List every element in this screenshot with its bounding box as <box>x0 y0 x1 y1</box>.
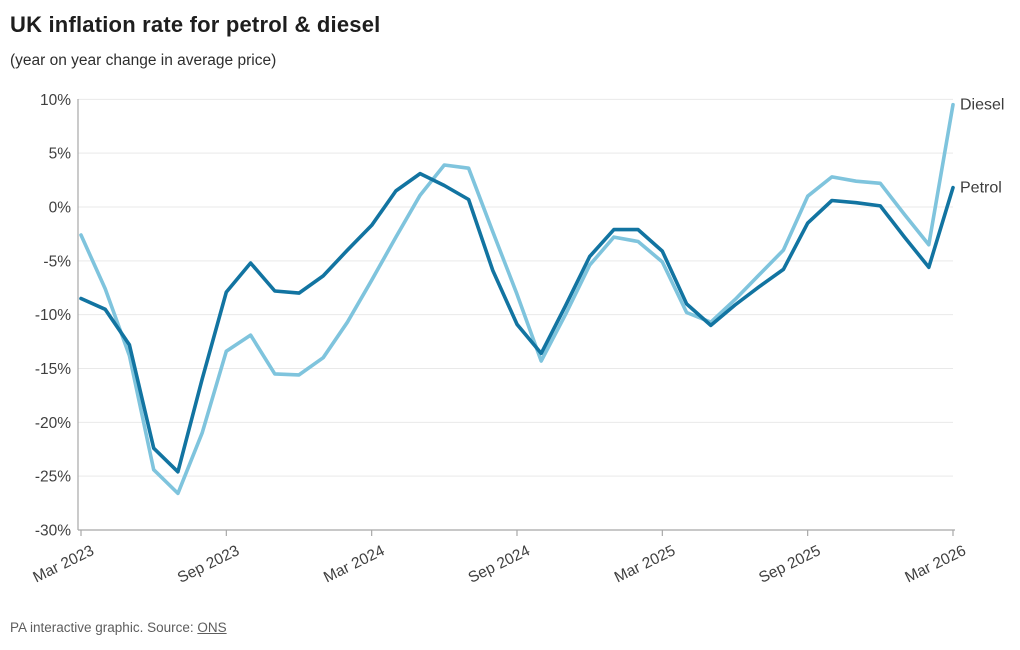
y-tick-label: 5% <box>49 146 72 163</box>
credit-text: PA interactive graphic. Source: <box>10 620 198 635</box>
x-tick-label: Mar 2025 <box>612 542 678 586</box>
y-tick-label: -10% <box>35 307 71 324</box>
y-tick-label: -5% <box>43 253 71 270</box>
x-tick-label: Sep 2025 <box>756 542 823 586</box>
x-tick-label: Sep 2024 <box>466 542 533 587</box>
y-tick-label: -25% <box>35 469 71 486</box>
page-subtitle: (year on year change in average price) <box>10 52 277 69</box>
page-title: UK inflation rate for petrol & diesel <box>10 12 381 37</box>
y-tick-label: -30% <box>35 522 71 539</box>
x-tick-label: Mar 2023 <box>30 542 96 586</box>
ons-source-link[interactable]: ONS <box>197 620 227 635</box>
diesel-line <box>79 102 955 496</box>
y-tick-label: -20% <box>35 415 71 432</box>
petrol-line <box>79 171 955 474</box>
y-tick-label: 10% <box>40 92 71 109</box>
source-credit: PA interactive graphic. Source: ONS <box>10 620 227 635</box>
y-tick-label: 0% <box>49 200 72 217</box>
x-tick-label: Mar 2024 <box>321 542 388 586</box>
x-tick-label: Mar 2026 <box>902 542 968 586</box>
x-tick-label: Sep 2023 <box>175 542 242 586</box>
petrol-line-label: Petrol <box>960 180 1002 197</box>
diesel-line-label: Diesel <box>960 97 1004 114</box>
y-tick-label: -15% <box>35 361 71 378</box>
